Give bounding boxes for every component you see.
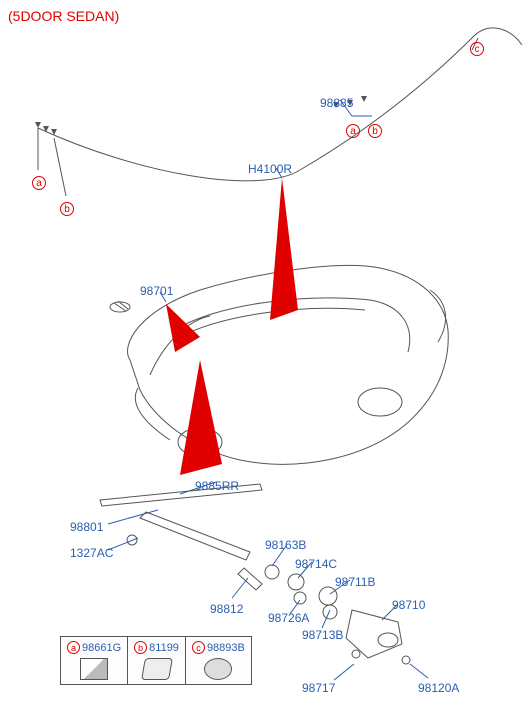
clip-icon — [141, 658, 173, 680]
locator-cone — [270, 178, 298, 320]
part-label-1327AC: 1327AC — [70, 546, 113, 560]
part-label-98710: 98710 — [392, 598, 425, 612]
locator-cone — [166, 304, 200, 352]
part-label-98717: 98717 — [302, 681, 335, 695]
leader-lines — [38, 38, 478, 680]
callout-a: a — [346, 124, 360, 138]
hose-arrow-icon — [361, 96, 367, 102]
callout-a: a — [32, 176, 46, 190]
part-label-98812: 98812 — [210, 602, 243, 616]
callout-b: b — [60, 202, 74, 216]
legend-code: 81199 — [149, 642, 179, 654]
callout-b: b — [368, 124, 382, 138]
legend-box: a98661Gb81199c98893B — [60, 636, 252, 685]
part-label-98120A: 98120A — [418, 681, 459, 695]
switch-icon — [80, 658, 108, 680]
vector-layer — [0, 0, 532, 727]
locator-cone — [180, 360, 222, 475]
legend-code: 98893B — [207, 642, 245, 654]
callout-c: c — [470, 42, 484, 56]
legend-letter-icon: c — [192, 641, 205, 654]
locator-cones — [166, 178, 298, 475]
part-label-9885RR: 9885RR — [195, 479, 239, 493]
part-label-98801: 98801 — [70, 520, 103, 534]
legend-letter-icon: a — [67, 641, 80, 654]
part-label-98711B: 98711B — [335, 575, 375, 589]
washer-hose — [38, 28, 522, 181]
legend-cell-b: b81199 — [128, 637, 186, 684]
legend-cell-c: c98893B — [186, 637, 251, 684]
legend-cell-a: a98661G — [61, 637, 128, 684]
legend-code: 98661G — [82, 642, 121, 654]
part-label-98713B: 98713B — [302, 628, 343, 642]
leader-line — [54, 138, 66, 196]
legend-letter-icon: b — [134, 641, 147, 654]
part-label-98163B: 98163B — [265, 538, 306, 552]
leader-line — [334, 664, 354, 680]
part-label-98714C: 98714C — [295, 557, 337, 571]
part-label-98701: 98701 — [140, 284, 173, 298]
part-label-H4100R: H4100R — [248, 162, 292, 176]
grommet-icon — [204, 658, 232, 680]
part-label-98885: 98885 — [320, 96, 353, 110]
part-label-98726A: 98726A — [268, 611, 309, 625]
hose-arrow-icon — [35, 122, 41, 128]
leader-line — [410, 664, 428, 678]
rear-wiper-parts — [100, 301, 410, 664]
diagram-title: (5DOOR SEDAN) — [8, 8, 119, 24]
diagram-canvas: (5DOOR SEDAN) 98885 H4100R 98701 9885RR 9880… — [0, 0, 532, 727]
hose-arrows — [35, 96, 367, 135]
